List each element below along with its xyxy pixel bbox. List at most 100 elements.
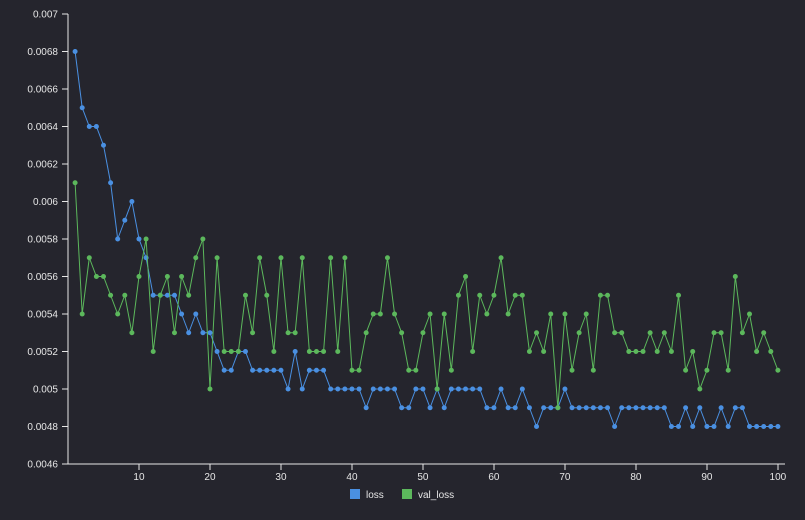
val-loss-point[interactable] xyxy=(704,367,710,373)
val-loss-point[interactable] xyxy=(541,349,547,354)
val-loss-point[interactable] xyxy=(299,255,305,261)
loss-point[interactable] xyxy=(690,424,696,429)
legend-item-val-loss[interactable]: val_loss xyxy=(402,489,454,501)
loss-point[interactable] xyxy=(477,386,483,392)
val-loss-point[interactable] xyxy=(335,349,341,354)
loss-point[interactable] xyxy=(711,424,717,429)
val-loss-point[interactable] xyxy=(384,255,390,261)
val-loss-point[interactable] xyxy=(271,349,277,354)
loss-point[interactable] xyxy=(200,330,206,336)
loss-point[interactable] xyxy=(484,405,490,411)
loss-point[interactable] xyxy=(761,424,767,429)
val-loss-point[interactable] xyxy=(619,330,625,336)
loss-point[interactable] xyxy=(384,386,390,392)
val-loss-point[interactable] xyxy=(313,349,319,354)
val-loss-point[interactable] xyxy=(597,292,603,298)
loss-point[interactable] xyxy=(214,349,220,354)
val-loss-point[interactable] xyxy=(193,255,199,261)
val-loss-point[interactable] xyxy=(292,330,298,336)
val-loss-point[interactable] xyxy=(122,292,128,298)
loss-point[interactable] xyxy=(186,330,192,336)
loss-point[interactable] xyxy=(654,405,660,411)
loss-point[interactable] xyxy=(647,405,653,411)
loss-point[interactable] xyxy=(86,124,92,129)
val-loss-point[interactable] xyxy=(633,349,639,354)
loss-point[interactable] xyxy=(363,405,369,411)
loss-point[interactable] xyxy=(392,386,398,392)
loss-point[interactable] xyxy=(541,405,547,411)
loss-point[interactable] xyxy=(519,386,525,392)
loss-point[interactable] xyxy=(271,367,277,373)
val-loss-point[interactable] xyxy=(72,180,78,186)
val-loss-point[interactable] xyxy=(370,311,376,317)
loss-point[interactable] xyxy=(775,424,781,429)
val-loss-point[interactable] xyxy=(768,349,774,354)
val-loss-point[interactable] xyxy=(342,255,348,261)
loss-point[interactable] xyxy=(747,424,753,429)
val-loss-point[interactable] xyxy=(164,274,170,279)
val-loss-point[interactable] xyxy=(392,311,398,317)
val-loss-point[interactable] xyxy=(242,292,248,298)
val-loss-point[interactable] xyxy=(186,292,192,298)
loss-point[interactable] xyxy=(406,405,412,411)
loss-point[interactable] xyxy=(72,49,78,54)
val-loss-point[interactable] xyxy=(257,255,263,261)
val-loss-point[interactable] xyxy=(150,349,156,354)
val-loss-point[interactable] xyxy=(477,292,483,298)
val-loss-point[interactable] xyxy=(519,292,525,298)
val-loss-point[interactable] xyxy=(612,330,618,336)
loss-point[interactable] xyxy=(562,386,568,392)
loss-point[interactable] xyxy=(505,405,511,411)
val-loss-point[interactable] xyxy=(207,386,213,392)
loss-point[interactable] xyxy=(626,405,632,411)
val-loss-point[interactable] xyxy=(264,292,270,298)
loss-point[interactable] xyxy=(321,367,327,373)
loss-point[interactable] xyxy=(498,386,504,392)
val-loss-point[interactable] xyxy=(441,311,447,317)
loss-point[interactable] xyxy=(534,424,540,429)
val-loss-point[interactable] xyxy=(711,330,717,336)
val-loss-point[interactable] xyxy=(526,349,532,354)
val-loss-point[interactable] xyxy=(406,367,412,373)
loss-point[interactable] xyxy=(108,180,114,186)
loss-point[interactable] xyxy=(526,405,532,411)
loss-point[interactable] xyxy=(228,367,234,373)
loss-point[interactable] xyxy=(633,405,639,411)
val-loss-point[interactable] xyxy=(683,367,689,373)
val-loss-point[interactable] xyxy=(661,330,667,336)
val-loss-point[interactable] xyxy=(250,330,256,336)
loss-point[interactable] xyxy=(164,292,170,298)
val-loss-point[interactable] xyxy=(143,236,149,242)
loss-point[interactable] xyxy=(150,292,156,298)
val-loss-point[interactable] xyxy=(455,292,461,298)
loss-point[interactable] xyxy=(171,292,177,298)
loss-point[interactable] xyxy=(725,424,731,429)
loss-point[interactable] xyxy=(79,105,85,111)
val-loss-point[interactable] xyxy=(228,349,234,354)
val-loss-point[interactable] xyxy=(328,255,334,261)
val-loss-point[interactable] xyxy=(647,330,653,336)
val-loss-point[interactable] xyxy=(562,311,568,317)
val-loss-point[interactable] xyxy=(718,330,724,336)
val-loss-point[interactable] xyxy=(484,311,490,317)
loss-point[interactable] xyxy=(455,386,461,392)
loss-point[interactable] xyxy=(292,349,298,354)
loss-point[interactable] xyxy=(597,405,603,411)
val-loss-point[interactable] xyxy=(654,349,660,354)
loss-point[interactable] xyxy=(697,405,703,411)
loss-point[interactable] xyxy=(590,405,596,411)
val-loss-point[interactable] xyxy=(115,311,121,317)
loss-point[interactable] xyxy=(448,386,454,392)
val-loss-point[interactable] xyxy=(463,274,469,279)
val-loss-point[interactable] xyxy=(725,367,731,373)
val-loss-point[interactable] xyxy=(129,330,135,336)
loss-point[interactable] xyxy=(335,386,341,392)
val-loss-point[interactable] xyxy=(349,367,355,373)
loss-point[interactable] xyxy=(605,405,611,411)
val-loss-point[interactable] xyxy=(235,349,241,354)
val-loss-point[interactable] xyxy=(761,330,767,336)
val-loss-point[interactable] xyxy=(278,255,284,261)
val-loss-point[interactable] xyxy=(505,311,511,317)
loss-point[interactable] xyxy=(413,386,419,392)
val-loss-point[interactable] xyxy=(363,330,369,336)
